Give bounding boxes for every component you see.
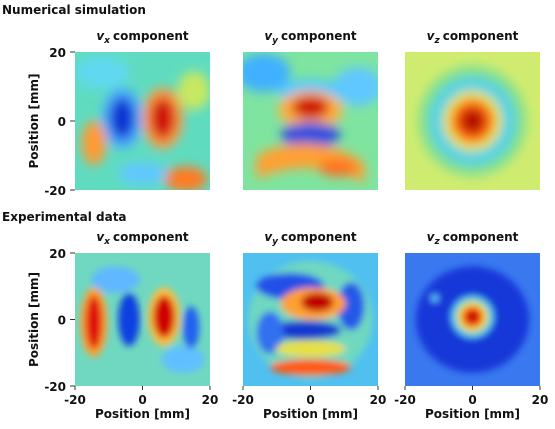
- title-subscript: x: [103, 36, 111, 46]
- title-subscript: z: [433, 36, 440, 46]
- heatmap: [75, 52, 210, 191]
- y-tick-label: 20: [49, 247, 66, 261]
- x-tick-label: 20: [202, 393, 219, 407]
- title-text: component: [281, 29, 357, 43]
- x-tick-label: -20: [394, 393, 416, 407]
- y-tick-label: -20: [44, 380, 66, 394]
- x-axis-label: Position [mm]: [263, 407, 358, 421]
- y-tick-label: -20: [44, 184, 66, 198]
- section-heading: Numerical simulation: [2, 3, 146, 17]
- figure: Numerical simulation vxcomponent vycompone…: [0, 0, 555, 425]
- y-tick-label: 0: [58, 314, 66, 328]
- x-tick-label: 0: [306, 393, 314, 407]
- y-tick-label: 20: [49, 46, 66, 60]
- title-subscript: x: [103, 237, 111, 247]
- x-axis-label: Position [mm]: [425, 407, 520, 421]
- y-axis-label: Position [mm]: [27, 272, 41, 367]
- title-subscript: z: [433, 237, 440, 247]
- section-heading: Experimental data: [2, 210, 127, 224]
- heatmap: [243, 253, 378, 386]
- title-text: component: [113, 29, 189, 43]
- heatmap: [405, 52, 540, 190]
- y-tick-label: 0: [58, 115, 66, 129]
- title-subscript: y: [272, 237, 279, 247]
- x-tick-label: 20: [532, 393, 549, 407]
- heatmap: [405, 253, 540, 386]
- heatmap: [236, 52, 382, 190]
- title-text: component: [443, 230, 519, 244]
- heatmap: [75, 253, 210, 386]
- title-text: component: [281, 230, 357, 244]
- x-axis-label: Position [mm]: [95, 407, 190, 421]
- x-tick-label: 0: [138, 393, 146, 407]
- title-subscript: y: [272, 36, 279, 46]
- title-text: component: [443, 29, 519, 43]
- y-axis-label: Position [mm]: [27, 73, 41, 168]
- title-text: component: [113, 230, 189, 244]
- x-tick-label: -20: [232, 393, 254, 407]
- x-tick-label: 20: [370, 393, 387, 407]
- x-tick-label: 0: [468, 393, 476, 407]
- x-tick-label: -20: [64, 393, 86, 407]
